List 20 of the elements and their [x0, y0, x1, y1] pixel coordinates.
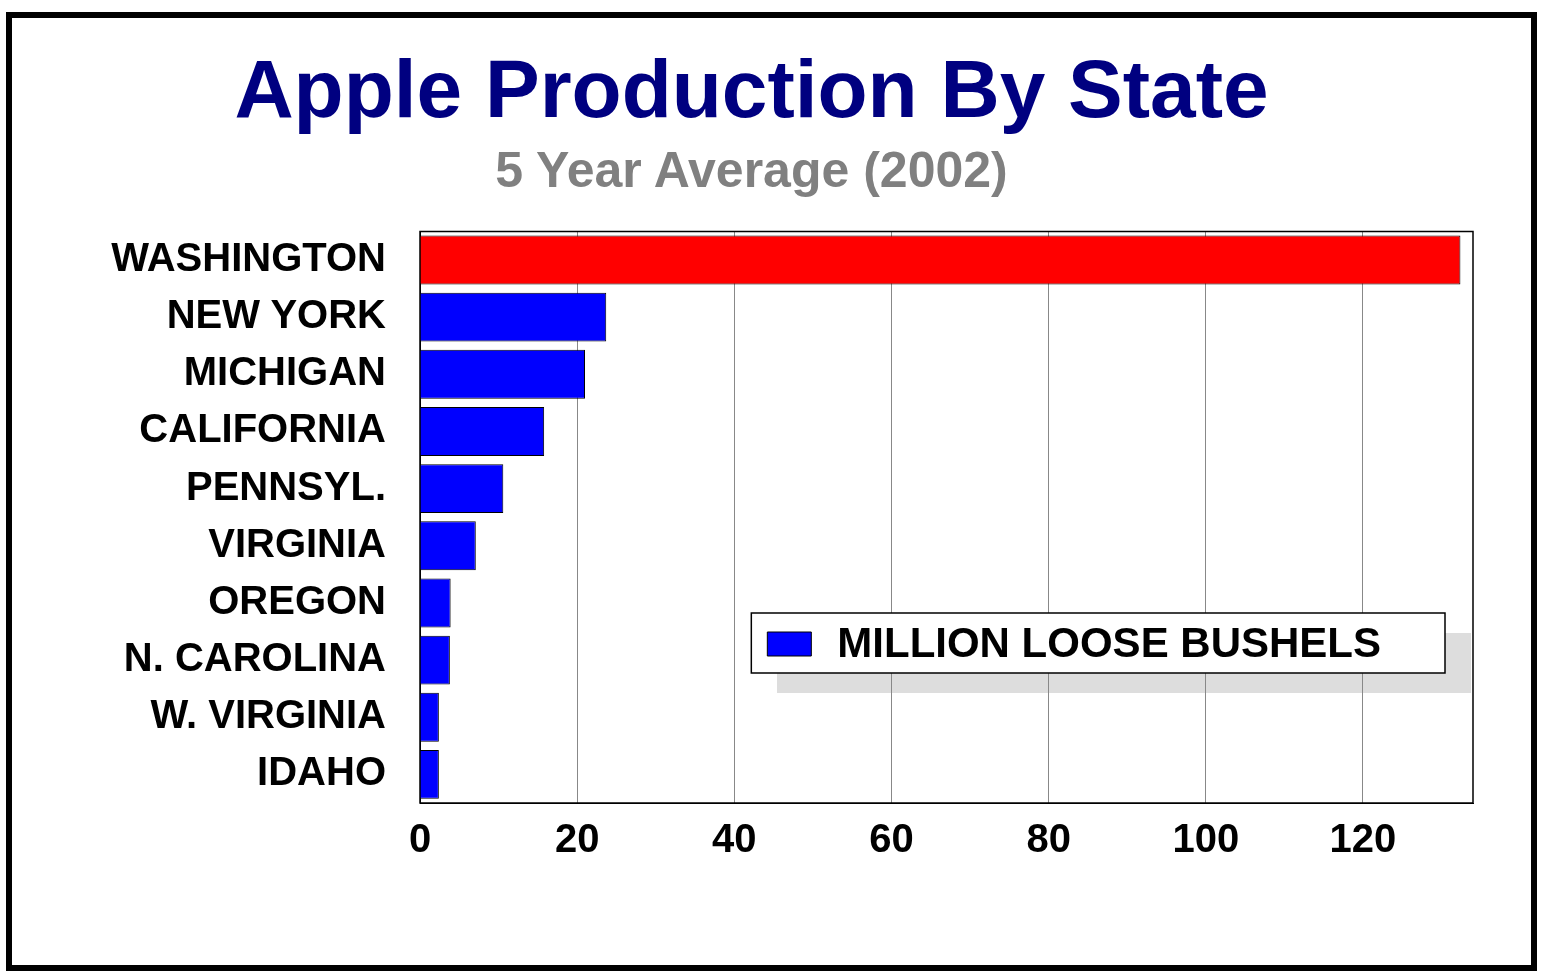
chart-title: Apple Production By State [234, 42, 1269, 134]
y-tick-label: IDAHO [257, 749, 386, 794]
chart-subtitle: 5 Year Average (2002) [495, 142, 1008, 199]
y-tick-label: W. VIRGINIA [150, 692, 386, 737]
x-tick-label: 80 [1026, 816, 1071, 861]
y-tick-label: OREGON [208, 577, 386, 622]
y-tick-label: CALIFORNIA [139, 406, 386, 451]
x-tick-label: 40 [712, 816, 757, 861]
legend-label: MILLION LOOSE BUSHELS [837, 618, 1381, 666]
x-tick-label: 0 [408, 816, 432, 861]
x-tick-label: 100 [1172, 816, 1240, 861]
x-tick-label: 60 [869, 816, 914, 861]
y-tick-label: VIRGINIA [208, 520, 386, 565]
y-tick-label: N. CAROLINA [123, 635, 386, 680]
y-tick-label: PENNSYL. [185, 463, 386, 508]
y-tick-label: WASHINGTON [111, 235, 386, 280]
y-tick-label: MICHIGAN [183, 349, 386, 394]
y-tick-label: NEW YORK [166, 292, 387, 337]
x-tick-label: 20 [554, 816, 600, 861]
x-tick-label: 120 [1329, 816, 1397, 861]
